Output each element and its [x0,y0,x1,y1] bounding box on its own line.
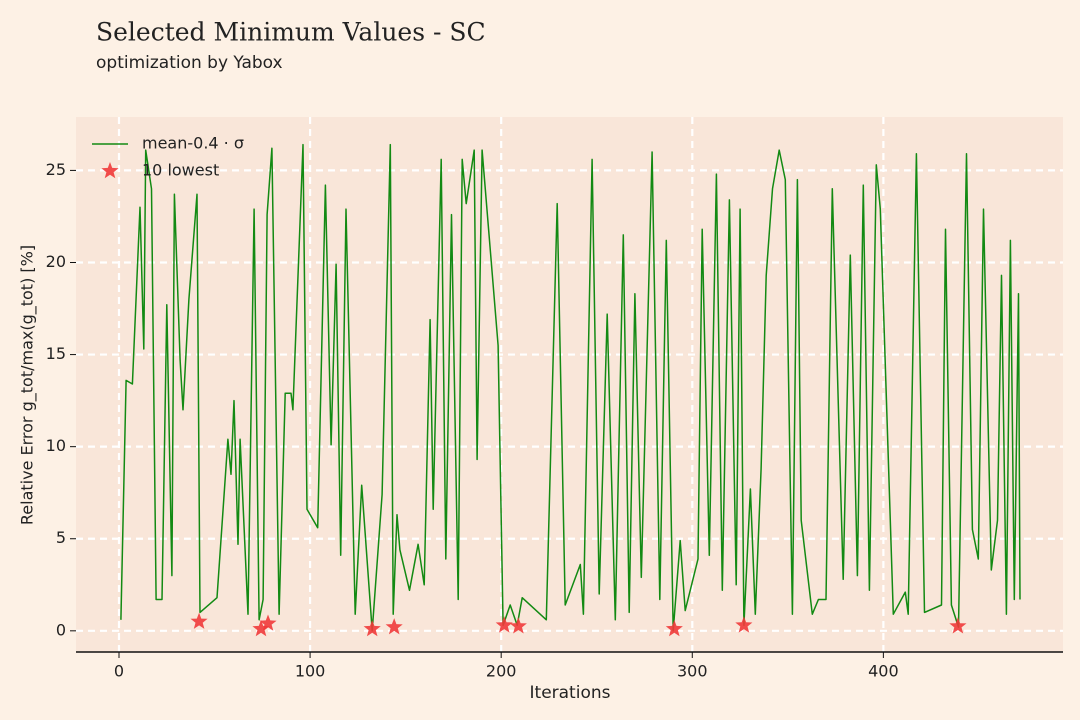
legend-label: mean-0.4 · σ [142,134,244,153]
x-tick-label: 200 [486,662,517,681]
star-marker [495,616,513,633]
star-marker [385,618,403,635]
star-marker [735,616,753,633]
x-axis-label: Iterations [530,683,611,703]
plot-area [76,117,1063,652]
y-axis-label: Relative Error g_tot/max(g_tot) [%] [18,245,38,525]
chart-title: Selected Minimum Values - SC [96,18,486,47]
star-marker [949,617,967,634]
y-tick-label: 20 [46,252,66,271]
star-marker [252,620,270,637]
chart-subtitle: optimization by Yabox [96,53,283,73]
y-tick-label: 25 [46,160,66,179]
y-tick-label: 15 [46,344,66,363]
star-marker [363,620,381,637]
x-tick-label: 0 [114,662,124,681]
star-marker [190,612,208,629]
star-marker [509,617,527,634]
star-marker [665,620,683,637]
star-marker [259,614,277,631]
y-tick-label: 10 [46,436,66,455]
x-tick-label: 400 [868,662,899,681]
x-tick-label: 100 [295,662,326,681]
x-tick-label: 300 [677,662,708,681]
y-tick-label: 0 [56,620,66,639]
legend-swatch [101,162,119,179]
y-tick-label: 5 [56,528,66,547]
legend-label: 10 lowest [142,161,219,180]
data-line [120,143,1021,632]
grid [76,117,1063,652]
